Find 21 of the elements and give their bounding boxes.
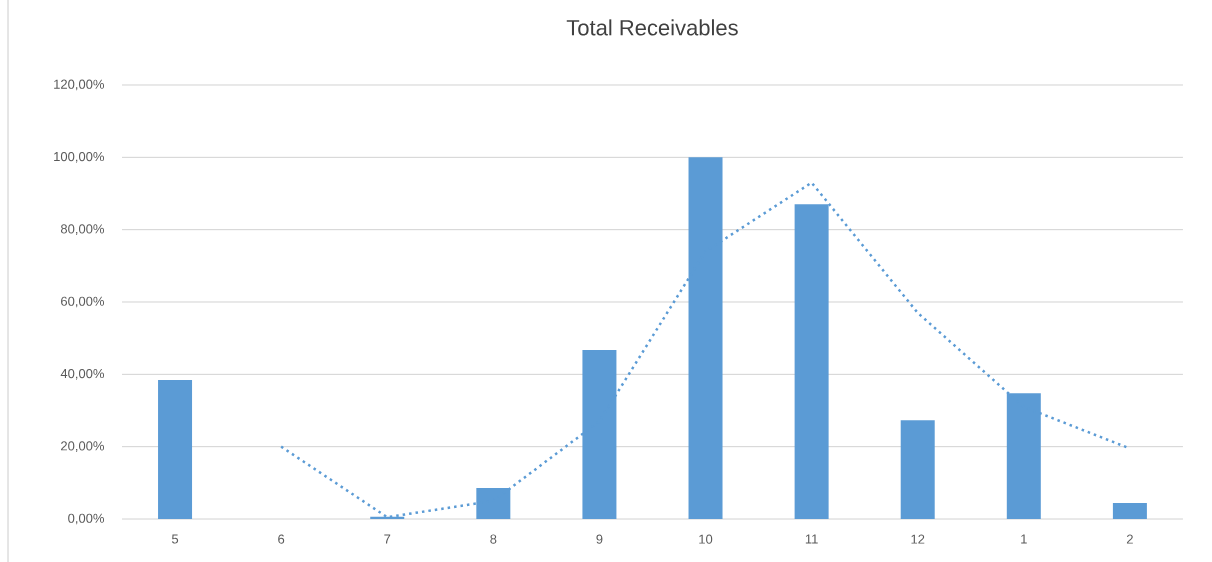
x-tick-label: 11 bbox=[805, 534, 818, 544]
bar bbox=[158, 380, 193, 519]
x-tick-label: 8 bbox=[490, 534, 497, 544]
y-tick-label: 0,00% bbox=[68, 513, 105, 525]
x-tick-label: 2 bbox=[1126, 534, 1133, 544]
bar bbox=[1112, 503, 1147, 519]
x-tick-label: 1 bbox=[1021, 534, 1027, 544]
x-tick-label: 5 bbox=[171, 534, 179, 544]
x-tick-label: 10 bbox=[699, 534, 713, 544]
y-tick-label: 120,00% bbox=[54, 79, 105, 91]
x-tick-label: 7 bbox=[384, 534, 391, 544]
y-tick-label: 100,00% bbox=[54, 151, 105, 163]
y-tick-label: 60,00% bbox=[61, 296, 105, 308]
x-tick-label: 9 bbox=[596, 534, 603, 544]
x-tick-label: 12 bbox=[911, 534, 925, 544]
y-tick-label: 40,00% bbox=[60, 368, 105, 380]
y-tick-label: 80,00% bbox=[60, 224, 105, 236]
bar bbox=[900, 420, 935, 519]
y-tick-label: 20,00% bbox=[61, 441, 105, 453]
x-tick-label: 6 bbox=[278, 534, 285, 544]
chart-title: Total Receivables bbox=[566, 19, 738, 36]
